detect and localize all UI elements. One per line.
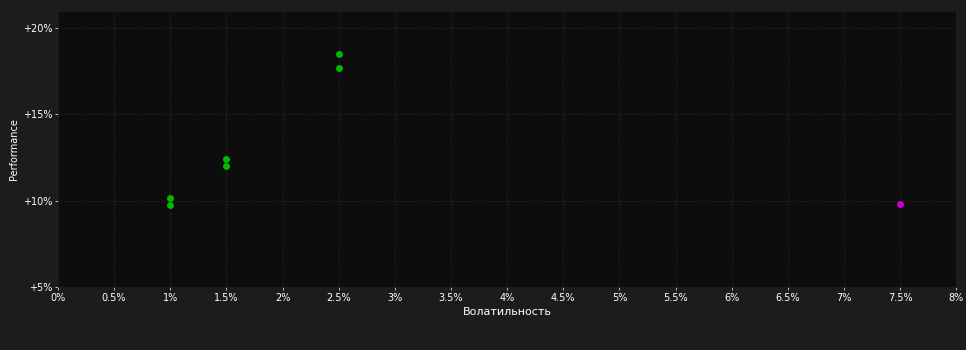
Point — [162, 195, 178, 201]
Point — [218, 163, 234, 169]
Y-axis label: Performance: Performance — [9, 118, 18, 180]
Point — [331, 51, 347, 56]
Point — [893, 201, 908, 207]
Point — [162, 202, 178, 208]
Point — [331, 65, 347, 70]
X-axis label: Волатильность: Волатильность — [463, 307, 552, 317]
Point — [218, 156, 234, 162]
